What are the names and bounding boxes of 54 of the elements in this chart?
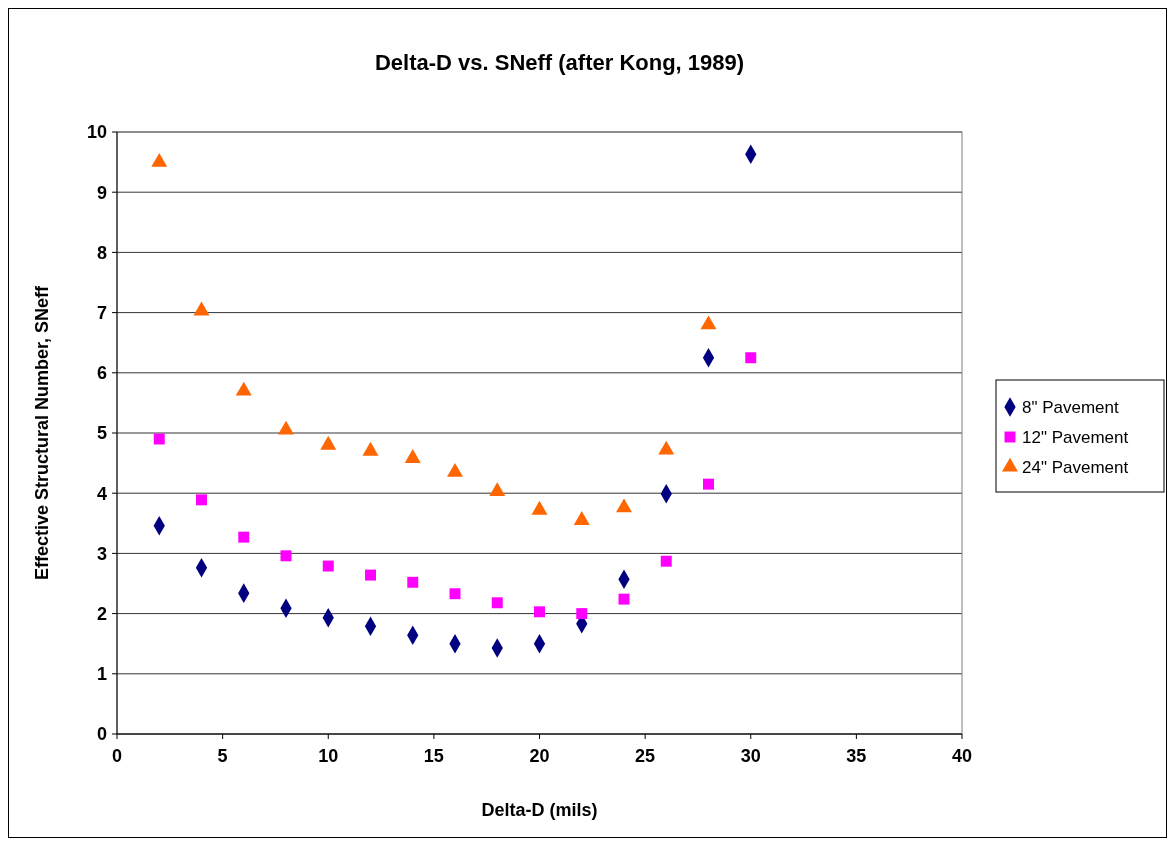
point [322, 560, 334, 572]
point [703, 478, 714, 490]
point [700, 315, 717, 330]
point [153, 433, 165, 445]
point [658, 440, 675, 455]
y-tick-label: 8 [96, 242, 107, 263]
y-tick-label: 3 [96, 543, 107, 564]
point [491, 597, 503, 609]
point [238, 531, 250, 543]
point [404, 449, 421, 463]
x-tick-label: 20 [529, 746, 550, 766]
x-tick-label: 0 [111, 746, 123, 766]
x-tick-label: 10 [318, 746, 339, 766]
point [407, 576, 419, 588]
point [278, 420, 294, 435]
legend-label: 8" Pavement [1022, 397, 1120, 417]
point [447, 462, 463, 477]
point [576, 608, 588, 620]
x-tick-label: 5 [217, 746, 228, 766]
x-tick-label: 15 [423, 746, 444, 766]
point [280, 550, 292, 562]
legend-label: 12" Pavement [1022, 427, 1129, 447]
y-tick-label: 4 [96, 483, 107, 504]
point [193, 301, 210, 316]
point [235, 381, 252, 396]
point [449, 588, 461, 600]
chart-title: Delta-D vs. SNeff (after Kong, 1989) [374, 50, 745, 75]
y-tick-label: 5 [96, 423, 107, 444]
point [531, 500, 548, 515]
y-tick-label: 2 [96, 603, 107, 624]
x-tick-label: 40 [951, 746, 973, 766]
point [616, 498, 632, 513]
point [573, 511, 590, 525]
y-tick-label: 7 [96, 302, 107, 323]
point [320, 435, 337, 450]
y-tick-label: 6 [96, 363, 107, 384]
point [362, 441, 379, 456]
x-tick-label: 30 [740, 746, 761, 766]
y-tick-label: 1 [96, 664, 107, 685]
point [365, 569, 376, 581]
point [534, 606, 545, 618]
x-axis-title: Delta-D (mils) [481, 800, 598, 820]
point [196, 494, 207, 506]
legend-label: 24" Pavement [1022, 457, 1129, 477]
point [151, 152, 168, 167]
y-axis-title: Effective Structural Number, SNeff [32, 284, 52, 581]
point [660, 555, 672, 567]
point [489, 482, 506, 496]
y-tick-label: 10 [86, 122, 107, 143]
x-tick-label: 35 [846, 746, 867, 766]
y-tick-label: 0 [96, 724, 107, 745]
point [618, 593, 630, 605]
y-tick-label: 9 [96, 182, 107, 203]
x-tick-label: 25 [635, 746, 656, 766]
